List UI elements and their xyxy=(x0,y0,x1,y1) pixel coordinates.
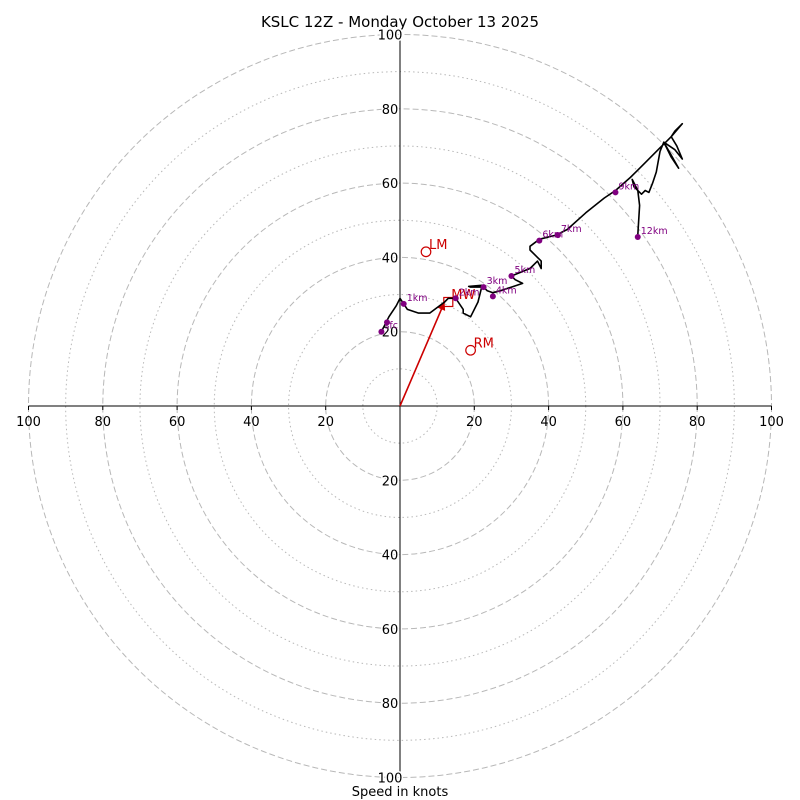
x-tick-label: 40 xyxy=(243,415,260,430)
y-tick-label: 60 xyxy=(382,623,399,638)
chart-title: KSLC 12Z - Monday October 13 2025 xyxy=(261,13,539,31)
storm-motion-vector xyxy=(399,301,446,407)
height-marker-dot xyxy=(452,295,459,302)
x-tick-label: 20 xyxy=(317,415,334,430)
x-tick-label: 40 xyxy=(540,415,557,430)
y-tick-label: 80 xyxy=(382,697,399,712)
height-marker-label: 5km xyxy=(514,265,535,276)
x-tick-label: 20 xyxy=(466,415,483,430)
left-mover-marker xyxy=(420,246,432,258)
x-tick-label: 100 xyxy=(759,415,784,430)
height-marker-label: 4km xyxy=(496,285,517,296)
height-marker-dot xyxy=(383,319,390,326)
y-tick-label: 100 xyxy=(378,772,403,787)
height-marker-dot xyxy=(508,272,515,279)
x-tick-label: 60 xyxy=(169,415,186,430)
tick-labels: 100 80 60 40 20 20 40 60 80 100 100 80 60 40 20 20 40 60 8… xyxy=(16,27,784,788)
left-mover-label: LM xyxy=(429,238,447,253)
height-marker-dot xyxy=(554,232,561,239)
height-marker-dot xyxy=(612,189,619,196)
y-tick-label: 40 xyxy=(382,549,399,564)
height-marker-label: 2km xyxy=(459,287,480,298)
height-marker-label: 9km xyxy=(618,181,639,192)
height-marker-dot xyxy=(378,328,385,335)
height-marker-label: 6km xyxy=(542,230,563,241)
y-tick-label: 20 xyxy=(382,326,399,341)
height-marker-dot xyxy=(480,284,487,291)
y-tick-label: 40 xyxy=(382,251,399,266)
height-marker-dot xyxy=(634,233,641,240)
right-mover-label: RM xyxy=(474,336,494,351)
x-tick-label: 80 xyxy=(95,415,112,430)
height-marker-label: 12km xyxy=(641,226,668,237)
height-marker-label: 7km xyxy=(561,224,582,235)
y-tick-label: 100 xyxy=(378,29,403,44)
height-marker-label: 1km xyxy=(407,293,428,304)
y-tick-label: 20 xyxy=(382,474,399,489)
y-tick-label: 60 xyxy=(382,177,399,192)
right-mover-marker xyxy=(465,344,476,356)
x-axis-label: Speed in knots xyxy=(352,785,449,800)
height-marker-dot xyxy=(489,293,496,300)
height-marker-label: 3km xyxy=(487,276,508,287)
height-marker-dot xyxy=(400,300,407,307)
height-marker-label: sfc xyxy=(384,321,398,332)
height-marker-dot xyxy=(536,237,543,244)
x-tick-label: 100 xyxy=(16,415,41,430)
y-tick-label: 80 xyxy=(382,103,399,118)
x-tick-label: 60 xyxy=(615,415,632,430)
x-tick-label: 80 xyxy=(689,415,706,430)
